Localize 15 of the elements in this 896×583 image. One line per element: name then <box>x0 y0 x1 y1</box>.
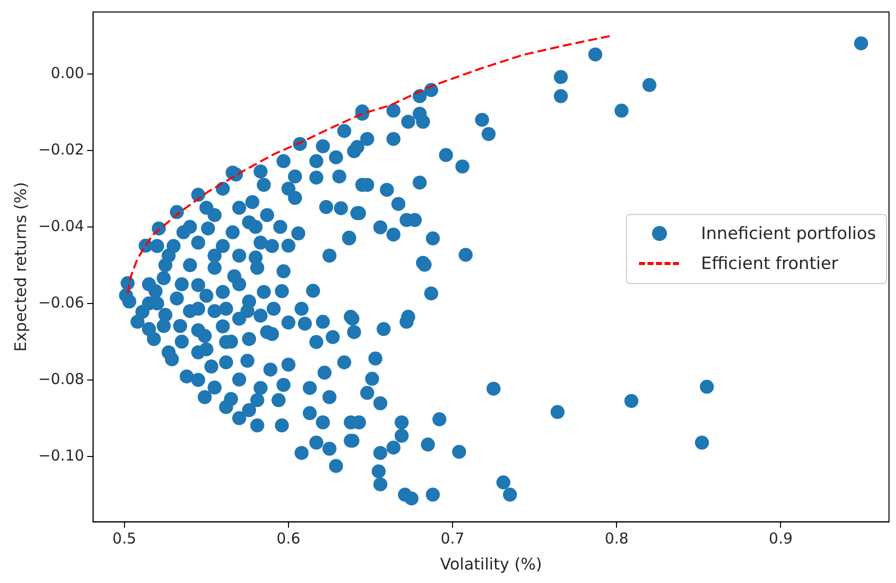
y-tick-label: −0.04 <box>38 216 84 235</box>
x-axis-title: Volatility (%) <box>440 554 542 574</box>
legend-label: Efficient frontier <box>701 254 838 274</box>
x-tick-label: 0.5 <box>112 530 136 548</box>
x-tick-label: 0.8 <box>604 530 629 548</box>
y-tick-label: −0.08 <box>38 370 84 388</box>
x-tick-label: 0.6 <box>276 530 300 548</box>
y-tick-label: 0.00 <box>50 64 84 82</box>
x-tick-label: 0.7 <box>440 530 464 548</box>
y-tick-label: −0.10 <box>38 446 84 464</box>
y-tick-label: −0.06 <box>38 293 84 312</box>
y-axis-title: Expected returns (%) <box>10 182 30 352</box>
y-tick-label: −0.02 <box>38 140 84 158</box>
legend-label: Inneficient portfolios <box>701 224 876 244</box>
x-tick-label: 0.9 <box>768 530 793 548</box>
